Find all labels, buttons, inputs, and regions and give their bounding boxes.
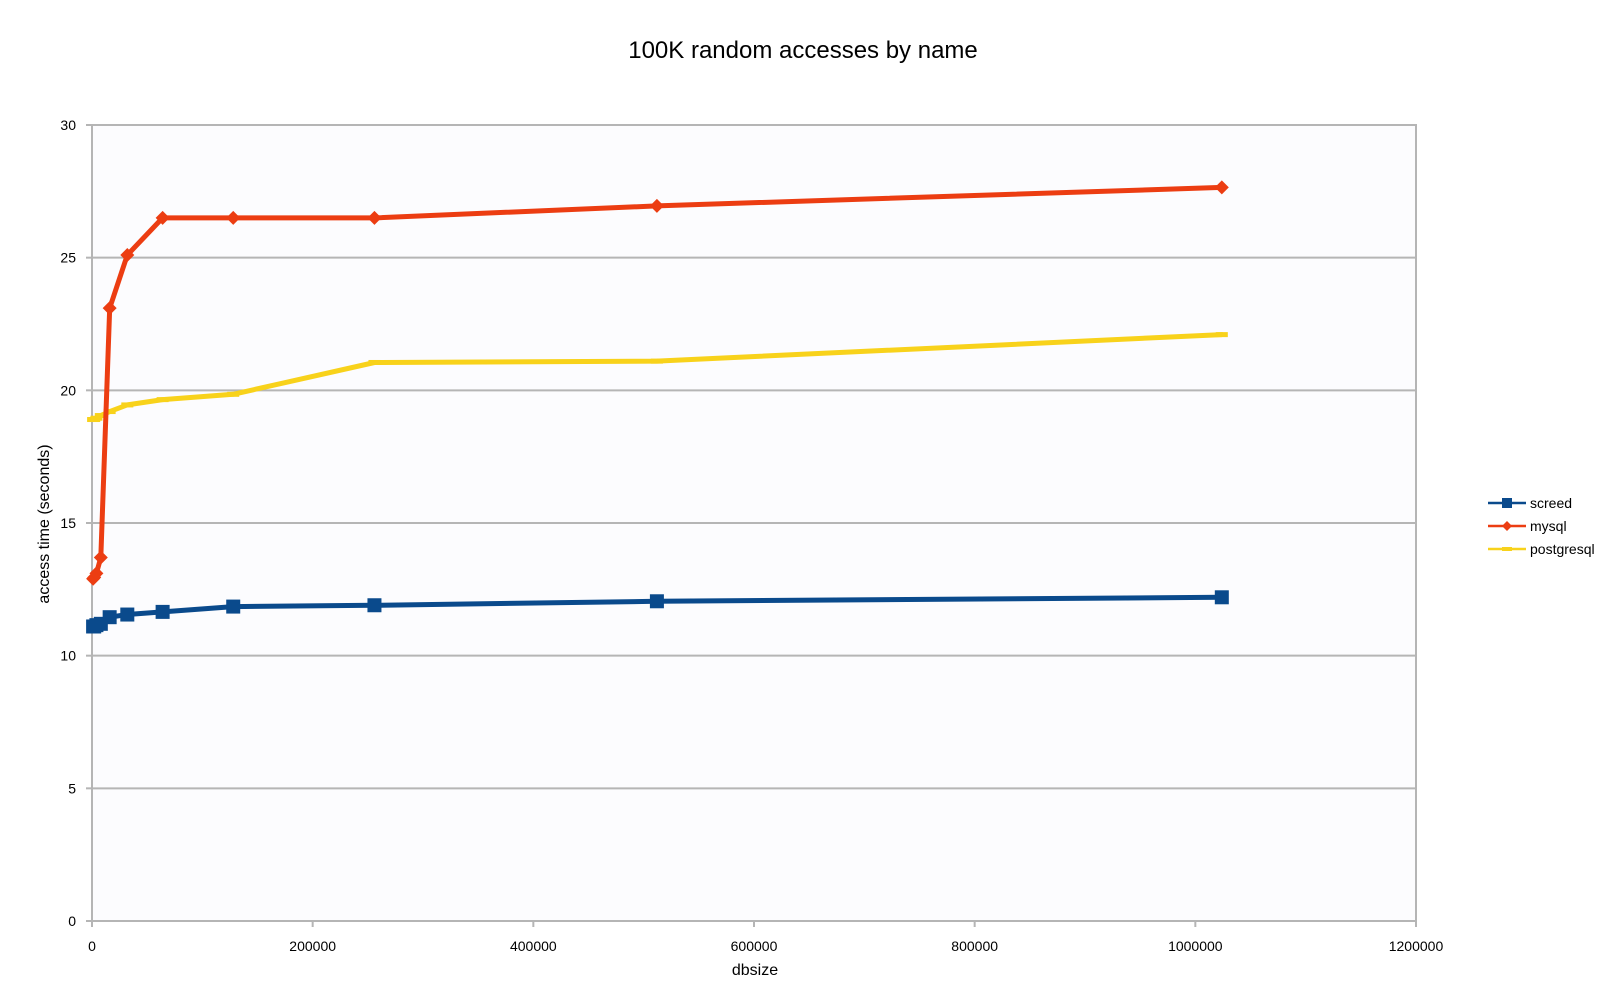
mysql-point <box>93 550 108 565</box>
axes: 0 5 10 15 20 25 30 0 200000 400000 600000 800000 100… <box>60 117 1443 954</box>
chart-title: 100K random accesses by name <box>628 37 978 64</box>
y-tick-label: 30 <box>60 117 76 133</box>
screed-point <box>155 604 170 619</box>
screed-point <box>649 594 664 609</box>
mysql-point <box>120 248 135 263</box>
screed-point <box>367 598 382 613</box>
postgresql-point <box>1215 332 1228 338</box>
postgresql-point <box>90 415 103 421</box>
postgresql-point <box>368 359 381 365</box>
legend: screed mysql postgresql <box>1488 495 1595 557</box>
series-screed <box>86 590 1229 634</box>
postgresql-point <box>156 397 169 403</box>
y-tick-label: 15 <box>60 515 76 531</box>
mysql-point <box>155 210 170 225</box>
legend-label: screed <box>1530 495 1572 511</box>
grid <box>91 124 1417 922</box>
x-tick-label: 0 <box>88 938 96 954</box>
series-postgresql <box>87 332 1228 423</box>
mysql-point <box>102 301 117 316</box>
x-tick-label: 200000 <box>289 938 336 954</box>
x-tick-label: 400000 <box>510 938 557 954</box>
y-tick-label: 25 <box>60 250 76 266</box>
y-tick-label: 10 <box>60 648 76 664</box>
mysql-point <box>226 210 241 225</box>
series-mysql <box>86 180 1229 586</box>
x-axis-label: dbsize <box>732 962 778 979</box>
screed-point <box>120 607 135 622</box>
postgresql-point <box>121 402 134 408</box>
x-tick-label: 1000000 <box>1168 938 1223 954</box>
x-tick-label: 600000 <box>731 938 778 954</box>
legend-item-postgresql: postgresql <box>1488 541 1595 557</box>
x-tick-label: 800000 <box>951 938 998 954</box>
screed-point <box>102 610 117 625</box>
legend-item-mysql: mysql <box>1488 518 1567 534</box>
screed-point <box>1214 590 1229 605</box>
screed-point <box>226 599 241 614</box>
legend-marker <box>1502 547 1512 551</box>
y-tick-label: 0 <box>68 913 76 929</box>
legend-item-screed: screed <box>1488 495 1572 511</box>
mysql-point <box>1214 180 1229 195</box>
postgresql-point <box>227 391 240 397</box>
x-tick-label: 1200000 <box>1389 938 1444 954</box>
postgresql-point <box>103 409 116 415</box>
series-lines <box>86 180 1229 634</box>
legend-marker <box>1502 498 1512 508</box>
y-tick-label: 5 <box>68 780 76 796</box>
mysql-point <box>367 210 382 225</box>
y-axis-label: access time (seconds) <box>36 444 53 603</box>
mysql-point <box>89 566 104 581</box>
y-tick-label: 20 <box>60 382 76 398</box>
legend-marker <box>1502 521 1512 531</box>
postgresql-point <box>94 413 107 419</box>
mysql-point <box>649 198 664 213</box>
postgresql-point <box>650 358 663 364</box>
legend-label: mysql <box>1530 518 1567 534</box>
legend-label: postgresql <box>1530 541 1595 557</box>
